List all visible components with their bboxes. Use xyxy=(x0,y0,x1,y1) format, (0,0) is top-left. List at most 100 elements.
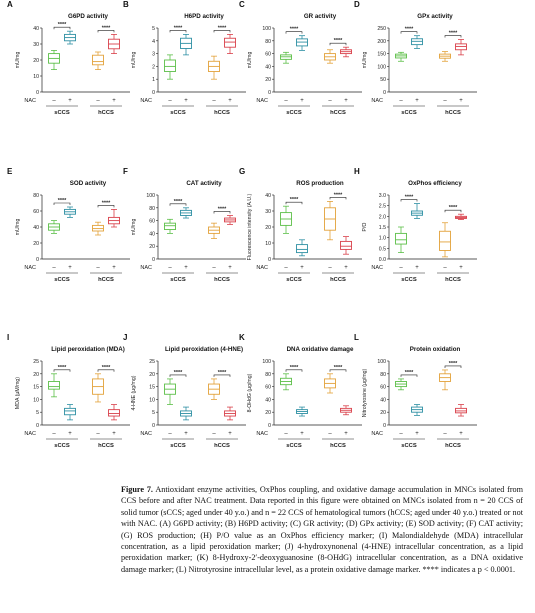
iqr-box xyxy=(395,232,407,245)
nac-sign-a: + xyxy=(68,98,72,104)
panel-h: H OxPhos efficiency 0.0 0.5 1.0 1.5 2.0 2.5 3.0 P… xyxy=(354,167,477,283)
nac-label-c: NAC xyxy=(256,98,268,104)
box-k-2 xyxy=(296,406,308,417)
y-tick-label-d: 100 xyxy=(377,64,386,70)
group-label-i: hCCS xyxy=(98,443,114,449)
group-label-g: sCCS xyxy=(286,277,302,283)
panel-letter-e: E xyxy=(7,167,13,176)
nac-sign-f: + xyxy=(228,265,232,271)
y-tick-label-c: 60 xyxy=(265,52,271,58)
panel-j: J Lipid peroxidation (4-HNE) 0 5 10 15 20 25 4-H… xyxy=(123,333,246,449)
y-tick-label-c: 40 xyxy=(265,64,271,70)
iqr-box xyxy=(439,230,451,251)
y-tick-label-f: 40 xyxy=(149,231,155,237)
y-tick-label-e: 60 xyxy=(33,209,39,215)
nac-sign-i: + xyxy=(112,431,116,437)
panel-l: L Protein oxidation 0 20 40 60 80 100 Nitrotyros… xyxy=(354,333,477,449)
nac-sign-l: + xyxy=(459,431,463,437)
box-b-1 xyxy=(164,54,176,80)
y-tick-label-a: 20 xyxy=(33,58,39,64)
box-f-1 xyxy=(164,218,176,234)
nac-sign-i: – xyxy=(52,431,56,437)
group-label-b: hCCS xyxy=(214,110,230,116)
group-label-e: hCCS xyxy=(98,277,114,283)
group-label-k: sCCS xyxy=(286,443,302,449)
panel-f: F CAT activity 0 20 40 60 80 100 mU/mg **** **** NA… xyxy=(123,167,246,283)
box-g-1 xyxy=(280,205,292,234)
nac-sign-k: + xyxy=(344,431,348,437)
y-tick-label-b: 2 xyxy=(152,64,155,70)
y-tick-label-l: 100 xyxy=(377,359,386,365)
y-tick-label-e: 40 xyxy=(33,225,39,231)
iqr-box xyxy=(340,240,352,250)
sig-bracket-l xyxy=(400,374,418,377)
iqr-box xyxy=(48,381,60,390)
panel-title-f: CAT activity xyxy=(186,180,222,187)
nac-sign-h: – xyxy=(399,265,403,271)
y-tick-label-b: 5 xyxy=(152,26,155,32)
sig-bracket-e xyxy=(97,205,115,208)
panel-c: C GR activity 0 20 40 60 80 100 mU/mg **** **** NAC… xyxy=(239,0,362,116)
nac-sign-f: – xyxy=(168,265,172,271)
box-i-2 xyxy=(64,404,76,421)
panel-e: E SOD activity 0 20 40 60 80 mU/mg **** **** NAC – +… xyxy=(7,167,130,283)
nac-sign-b: + xyxy=(184,98,188,104)
y-tick-label-i: 25 xyxy=(33,359,39,365)
y-tick-label-c: 100 xyxy=(262,26,271,32)
y-tick-label-h: 0.0 xyxy=(379,257,386,263)
y-tick-label-d: 150 xyxy=(377,52,386,58)
panel-title-b: H6PD activity xyxy=(184,13,224,20)
group-label-l: hCCS xyxy=(445,443,461,449)
nac-sign-g: + xyxy=(300,265,304,271)
y-tick-label-b: 0 xyxy=(152,90,155,96)
sig-label-l: **** xyxy=(405,370,414,376)
sig-label-j: **** xyxy=(218,370,227,376)
box-b-2 xyxy=(180,34,192,56)
nac-sign-l: – xyxy=(399,431,403,437)
sig-bracket-i xyxy=(97,369,115,372)
group-label-e: sCCS xyxy=(54,277,70,283)
panel-title-k: DNA oxidative damage xyxy=(287,346,354,353)
box-a-3 xyxy=(92,51,104,70)
box-g-4 xyxy=(340,236,352,255)
sig-bracket-g xyxy=(329,197,347,200)
panel-title-e: SOD activity xyxy=(70,180,107,187)
y-tick-label-a: 30 xyxy=(33,42,39,48)
nac-sign-b: + xyxy=(228,98,232,104)
y-tick-label-a: 0 xyxy=(36,90,39,96)
y-tick-label-k: 20 xyxy=(265,410,271,416)
nac-label-b: NAC xyxy=(140,98,152,104)
y-tick-label-k: 80 xyxy=(265,372,271,378)
box-c-4 xyxy=(340,46,352,58)
sig-label-e: **** xyxy=(58,198,67,204)
y-tick-label-k: 0 xyxy=(268,423,271,429)
sig-bracket-d xyxy=(444,35,462,38)
panel-title-h: OxPhos efficiency xyxy=(408,180,462,187)
iqr-box xyxy=(296,244,308,254)
sig-bracket-h xyxy=(444,209,462,213)
sig-bracket-b xyxy=(213,30,231,33)
nac-sign-l: – xyxy=(443,431,447,437)
panel-letter-d: D xyxy=(354,0,360,9)
box-d-3 xyxy=(439,51,451,62)
sig-label-i: **** xyxy=(58,365,67,371)
group-label-h: sCCS xyxy=(401,277,417,283)
iqr-box xyxy=(92,54,104,66)
sig-label-b: **** xyxy=(218,25,227,31)
nac-sign-e: – xyxy=(96,265,100,271)
y-axis-title-j: 4-HNE (μg/mg) xyxy=(131,375,137,410)
y-axis-title-h: P/O xyxy=(362,223,368,232)
sig-bracket-d xyxy=(400,31,418,34)
nac-sign-e: – xyxy=(52,265,56,271)
panel-title-c: GR activity xyxy=(304,13,337,20)
group-label-k: hCCS xyxy=(330,443,346,449)
panel-title-d: GPx activity xyxy=(417,13,453,20)
y-tick-label-l: 20 xyxy=(380,410,386,416)
figure-caption: Figure 7. Antioxidant enzyme activities,… xyxy=(121,484,523,575)
sig-label-i: **** xyxy=(102,365,111,371)
nac-label-g: NAC xyxy=(256,265,268,271)
nac-sign-f: + xyxy=(184,265,188,271)
box-g-3 xyxy=(324,200,336,241)
y-tick-label-h: 3.0 xyxy=(379,193,386,199)
nac-sign-j: – xyxy=(212,431,216,437)
